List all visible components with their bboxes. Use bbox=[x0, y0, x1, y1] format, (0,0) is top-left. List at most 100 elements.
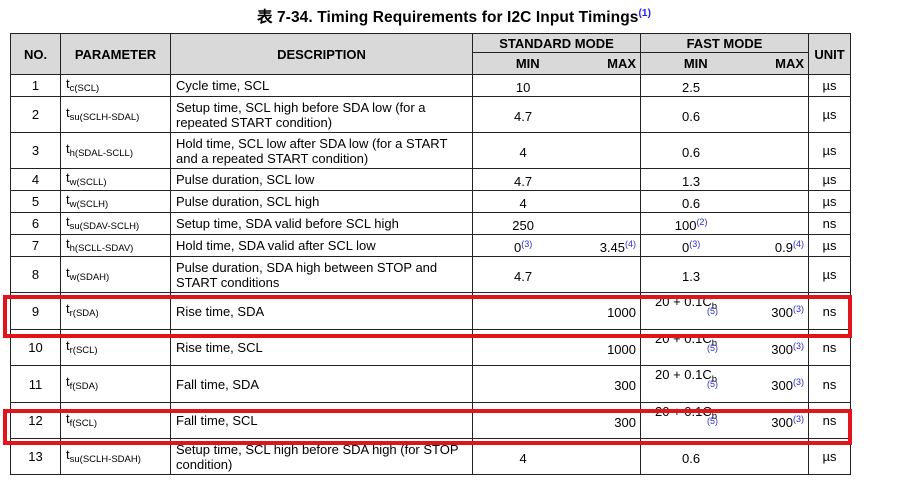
unit: µs bbox=[808, 438, 851, 475]
row-number: 3 bbox=[10, 132, 61, 169]
parameter-symbol: tsu(SDAV-SCLH) bbox=[60, 212, 171, 235]
param-subscript: su(SCLH-SDAH) bbox=[69, 453, 141, 465]
fast-mode-cell: 0.6 bbox=[640, 96, 809, 133]
std-max-value: 1000 bbox=[607, 305, 636, 320]
row-number: 4 bbox=[10, 168, 61, 191]
parameter-symbol: th(SCLL-SDAV) bbox=[60, 234, 171, 257]
table-row: 10 tr(SCL) Rise time, SCL 1000 20 + 0.1C… bbox=[10, 329, 851, 366]
param-base: t bbox=[66, 75, 70, 91]
param-subscript: w(SCLH) bbox=[69, 198, 109, 210]
param-base: t bbox=[66, 301, 70, 316]
fast-mode-cell: 20 + 0.1Cb (5) 300(3) bbox=[640, 329, 809, 366]
fast-min-value: 2.5 bbox=[682, 79, 701, 95]
unit: ns bbox=[808, 212, 851, 235]
parameter-symbol: tc(SCL) bbox=[60, 74, 171, 97]
unit: ns bbox=[808, 365, 851, 403]
fast-max-value: 300 bbox=[771, 378, 793, 393]
unit: µs bbox=[808, 96, 851, 133]
footnote-ref[interactable]: (3) bbox=[793, 377, 804, 387]
std-min-value: 4.7 bbox=[514, 268, 533, 284]
standard-mode-cell: 4.7 bbox=[472, 168, 641, 191]
footnote-ref[interactable]: (2) bbox=[696, 216, 708, 227]
footnote-ref[interactable]: (3) bbox=[521, 238, 533, 249]
header-description: DESCRIPTION bbox=[170, 33, 473, 75]
fast-mode-cell: 1.3 bbox=[640, 168, 809, 191]
std-min-value: 4 bbox=[519, 450, 527, 466]
table-row: 7 th(SCLL-SDAV) Hold time, SDA valid aft… bbox=[10, 234, 851, 257]
footnote-ref[interactable]: (4) bbox=[793, 238, 804, 249]
std-max-value: 1000 bbox=[607, 341, 636, 357]
unit: µs bbox=[808, 256, 851, 293]
footnote-ref[interactable]: (3) bbox=[793, 304, 804, 314]
table-title: 表 7-34. Timing Requirements for I2C Inpu… bbox=[0, 5, 908, 27]
standard-mode-cell: 1000 bbox=[472, 292, 641, 330]
param-base: t bbox=[66, 191, 70, 207]
footnote-ref[interactable]: (5) bbox=[707, 306, 719, 316]
param-base: t bbox=[66, 169, 70, 185]
param-subscript: c(SCL) bbox=[69, 82, 100, 94]
standard-mode-cell: 4 bbox=[472, 132, 641, 169]
row-number: 11 bbox=[10, 365, 61, 403]
parameter-symbol: tf(SDA) bbox=[60, 365, 171, 403]
table-row: 8 tw(SDAH) Pulse duration, SDA high betw… bbox=[10, 256, 851, 293]
standard-mode-cell: 1000 bbox=[472, 329, 641, 366]
std-min-value: 4.7 bbox=[514, 108, 533, 124]
param-base: t bbox=[66, 104, 70, 120]
row-number: 8 bbox=[10, 256, 61, 293]
standard-mode-cell: 4 bbox=[472, 190, 641, 213]
description: Setup time, SDA valid before SCL high bbox=[170, 212, 473, 235]
footnote-ref[interactable]: (3) bbox=[793, 340, 804, 351]
fast-mode-cell: 0.6 bbox=[640, 132, 809, 169]
description: Setup time, SCL high before SDA low (for… bbox=[170, 96, 473, 133]
fast-mode-cell: 2.5 bbox=[640, 74, 809, 97]
param-subscript: su(SDAV-SCLH) bbox=[69, 220, 140, 232]
unit: µs bbox=[808, 168, 851, 191]
description: Setup time, SCL high before SDA high (fo… bbox=[170, 438, 473, 475]
row-number: 13 bbox=[10, 438, 61, 475]
param-subscript: f(SCL) bbox=[69, 417, 98, 429]
param-base: t bbox=[66, 264, 70, 280]
standard-mode-cell: 300 bbox=[472, 402, 641, 439]
row-number: 1 bbox=[10, 74, 61, 97]
footnote-ref[interactable]: (5) bbox=[707, 379, 719, 389]
table-row: 4 tw(SCLL) Pulse duration, SCL low 4.7 1… bbox=[10, 168, 851, 191]
parameter-symbol: tr(SDA) bbox=[60, 292, 171, 330]
table-row: 1 tc(SCL) Cycle time, SCL 10 2.5 µs bbox=[10, 74, 851, 97]
std-min-value: 10 bbox=[515, 79, 531, 95]
param-base: t bbox=[66, 374, 70, 389]
parameter-symbol: tw(SCLL) bbox=[60, 168, 171, 191]
param-subscript: w(SDAH) bbox=[69, 271, 110, 283]
std-min-value: 4 bbox=[519, 195, 527, 211]
param-base: t bbox=[66, 410, 70, 426]
footnote-ref[interactable]: (3) bbox=[689, 238, 701, 249]
fast-mode-cell: 0.6 bbox=[640, 438, 809, 475]
fast-mode-cell: 1.3 bbox=[640, 256, 809, 293]
unit: ns bbox=[808, 329, 851, 366]
row-number: 9 bbox=[10, 292, 61, 330]
description: Fall time, SCL bbox=[170, 402, 473, 439]
table-row: 9 tr(SDA) Rise time, SDA 1000 20 + 0.1Cb… bbox=[10, 292, 851, 330]
fast-mode-cell: 20 + 0.1Cb (5) 300(3) bbox=[640, 365, 809, 403]
footnote-ref[interactable]: (5) bbox=[707, 416, 719, 426]
fast-max-value: 300 bbox=[771, 305, 793, 320]
table-row: 12 tf(SCL) Fall time, SCL 300 20 + 0.1Cb… bbox=[10, 402, 851, 439]
footnote-ref[interactable]: (5) bbox=[707, 343, 719, 353]
table-row: 6 tsu(SDAV-SCLH) Setup time, SDA valid b… bbox=[10, 212, 851, 235]
fast-max-value: 300 bbox=[771, 414, 793, 430]
unit: ns bbox=[808, 402, 851, 439]
header-unit: UNIT bbox=[808, 33, 851, 75]
standard-mode-cell: 4.7 bbox=[472, 96, 641, 133]
fast-mode-cell: 20 + 0.1Cb (5) 300(3) bbox=[640, 402, 809, 439]
header-fast-mode: FAST MODE bbox=[640, 33, 809, 53]
table-title-text: 表 7-34. Timing Requirements for I2C Inpu… bbox=[256, 9, 639, 26]
footnote-ref[interactable]: (4) bbox=[625, 238, 636, 249]
parameter-symbol: tw(SDAH) bbox=[60, 256, 171, 293]
header-parameter: PARAMETER bbox=[60, 33, 171, 75]
fast-mode-cell: 0.6 bbox=[640, 190, 809, 213]
fast-min-value: 0.6 bbox=[682, 195, 701, 211]
std-max-value: 3.45 bbox=[599, 239, 625, 255]
title-footnote-ref[interactable]: (1) bbox=[638, 8, 652, 19]
standard-mode-cell: 10 bbox=[472, 74, 641, 97]
footnote-ref[interactable]: (3) bbox=[793, 413, 804, 424]
parameter-symbol: tsu(SCLH-SDAL) bbox=[60, 96, 171, 133]
